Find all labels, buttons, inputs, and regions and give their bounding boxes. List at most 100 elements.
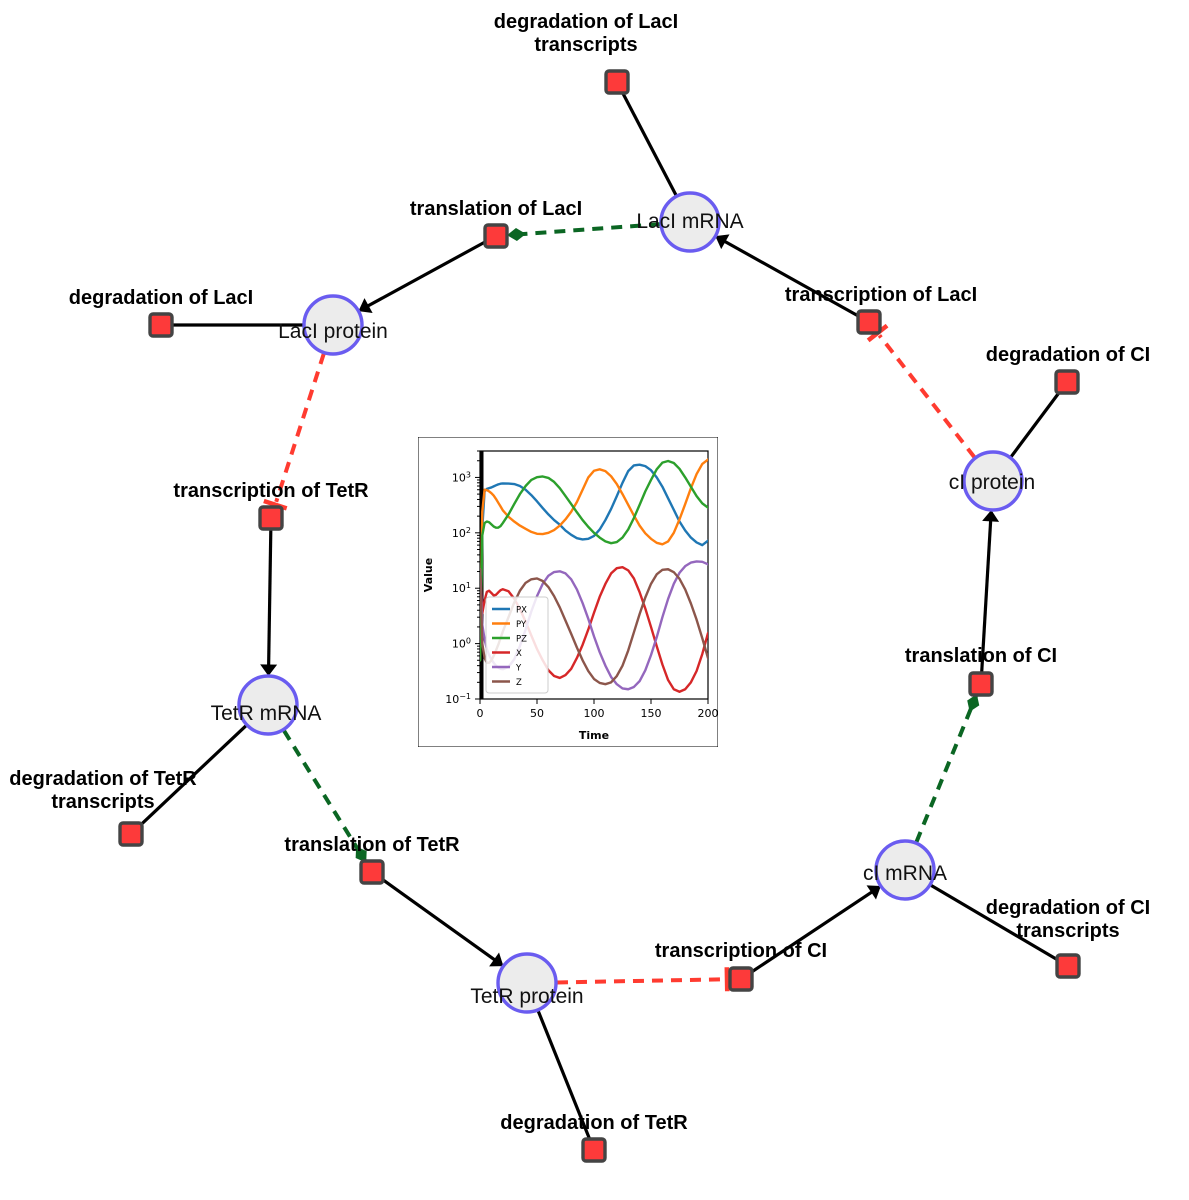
- species-node[interactable]: [874, 839, 936, 901]
- reaction-square[interactable]: [968, 671, 994, 697]
- reaction-label-line: transcription of LacI: [785, 284, 977, 306]
- reaction-label-line: transcripts: [51, 791, 154, 813]
- reaction-square[interactable]: [483, 223, 509, 249]
- species-node[interactable]: [496, 952, 558, 1014]
- species-node[interactable]: [962, 450, 1024, 512]
- species-circle[interactable]: [874, 839, 936, 901]
- species-circle[interactable]: [496, 952, 558, 1014]
- diamond-head: [967, 694, 980, 712]
- reaction-square[interactable]: [118, 821, 144, 847]
- diamond-head: [506, 228, 526, 242]
- chart-xtick-label: 200: [698, 707, 719, 720]
- reaction-label: degradation of TetR transcripts: [9, 768, 197, 813]
- reaction-label: degradation of LacI transcripts: [494, 11, 678, 56]
- reaction-square[interactable]: [604, 69, 630, 95]
- edge-inhibition: [866, 323, 977, 459]
- reaction-node[interactable]: [968, 671, 994, 697]
- reaction-label: transcription of LacI: [785, 284, 977, 306]
- chart-xtick-label: 100: [584, 707, 605, 720]
- edge-reaction: [380, 877, 504, 967]
- edge-line: [266, 529, 273, 675]
- chart-ytick-label: 101: [452, 581, 471, 595]
- edge-line: [621, 91, 678, 197]
- reaction-square[interactable]: [1055, 953, 1081, 979]
- reaction-label: transcription of TetR: [173, 480, 369, 502]
- reaction-label-line: translation of LacI: [410, 198, 582, 220]
- chart-legend-label: Z: [516, 678, 522, 688]
- arrowhead: [358, 298, 373, 314]
- reaction-label-line: degradation of TetR: [9, 768, 197, 790]
- reaction-label: degradation of CI transcripts: [986, 897, 1150, 942]
- edge-reaction: [930, 883, 1059, 962]
- chart-series-line: [480, 565, 708, 693]
- edge-line: [914, 695, 978, 843]
- chart-xtick-label: 0: [477, 707, 484, 720]
- reaction-node[interactable]: [258, 505, 284, 531]
- reaction-label: transcription of CI: [655, 940, 827, 962]
- edge-line: [380, 877, 503, 967]
- species-label: cI protein: [949, 471, 1035, 494]
- species-circle[interactable]: [962, 450, 1024, 512]
- edge-line: [1009, 390, 1062, 458]
- reaction-label-line: degradation of LacI: [69, 287, 253, 309]
- reaction-square[interactable]: [148, 312, 174, 338]
- edge-reaction: [980, 509, 1000, 673]
- edge-line: [274, 352, 326, 503]
- reaction-label: degradation of TetR: [500, 1112, 688, 1134]
- reaction-label-line: degradation of CI: [986, 897, 1150, 919]
- reaction-label: degradation of LacI: [69, 287, 253, 309]
- chart-legend-label: Y: [515, 664, 522, 674]
- reaction-label-line: transcription of TetR: [173, 480, 369, 502]
- reaction-node[interactable]: [118, 821, 144, 847]
- edge-line: [359, 240, 487, 312]
- reaction-label-line: degradation of TetR: [500, 1112, 688, 1134]
- reaction-node[interactable]: [483, 223, 509, 249]
- chart-ytick-label: 102: [452, 526, 471, 540]
- reaction-square[interactable]: [258, 505, 284, 531]
- chart-series-line: [480, 458, 708, 662]
- reaction-square[interactable]: [1054, 369, 1080, 395]
- species-circle[interactable]: [659, 191, 721, 253]
- chart-ytick-label: 10−1: [445, 692, 471, 706]
- reaction-square[interactable]: [359, 859, 385, 885]
- reaction-node[interactable]: [581, 1137, 607, 1163]
- chart-xtick-label: 150: [641, 707, 662, 720]
- reaction-node[interactable]: [359, 859, 385, 885]
- chart-xaxis-label: Time: [579, 729, 609, 742]
- reaction-node[interactable]: [728, 966, 754, 992]
- arrowhead: [489, 952, 504, 967]
- species-circle[interactable]: [237, 674, 299, 736]
- species-node[interactable]: [237, 674, 299, 736]
- reaction-node[interactable]: [148, 312, 174, 338]
- chart-series-line: [480, 459, 708, 662]
- edge-line: [980, 511, 993, 673]
- species-label: TetR protein: [470, 985, 583, 1008]
- edge-activation: [282, 729, 367, 863]
- edge-line: [930, 883, 1059, 962]
- reaction-label: translation of LacI: [410, 198, 582, 220]
- reaction-square[interactable]: [581, 1137, 607, 1163]
- reaction-label-line: translation of CI: [905, 645, 1057, 667]
- reaction-node[interactable]: [604, 69, 630, 95]
- reaction-node[interactable]: [1055, 953, 1081, 979]
- chart-legend-label: PX: [516, 606, 527, 616]
- species-label: LacI protein: [278, 320, 388, 343]
- chart-legend-label: X: [516, 649, 522, 659]
- edge-reaction: [750, 885, 881, 974]
- species-node[interactable]: [659, 191, 721, 253]
- edge-inhibition: [263, 352, 326, 511]
- arrowhead: [982, 509, 1000, 522]
- species-node[interactable]: [302, 294, 364, 356]
- reaction-square[interactable]: [728, 966, 754, 992]
- edge-reaction: [138, 724, 248, 827]
- arrowhead: [260, 664, 278, 677]
- species-label: LacI mRNA: [636, 210, 743, 233]
- reaction-node[interactable]: [856, 309, 882, 335]
- chart-yaxis-label: Value: [422, 558, 435, 592]
- edge-reaction: [358, 240, 487, 314]
- species-circle[interactable]: [302, 294, 364, 356]
- reaction-node[interactable]: [1054, 369, 1080, 395]
- reaction-square[interactable]: [856, 309, 882, 335]
